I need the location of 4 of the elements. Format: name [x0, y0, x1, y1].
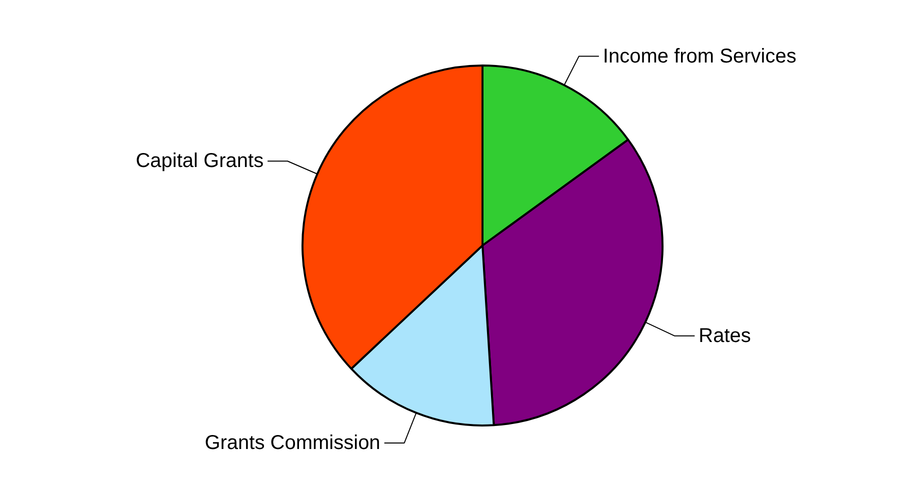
- slice-label: Capital Grants: [136, 150, 264, 172]
- slice-label: Grants Commission: [204, 432, 380, 454]
- slice-label: Income from Services: [602, 45, 796, 68]
- slice-label: Rates: [698, 324, 751, 347]
